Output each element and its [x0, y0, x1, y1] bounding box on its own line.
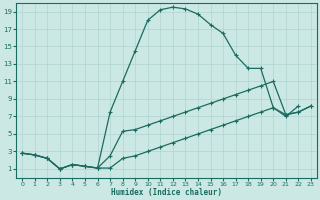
X-axis label: Humidex (Indice chaleur): Humidex (Indice chaleur)	[111, 188, 222, 197]
